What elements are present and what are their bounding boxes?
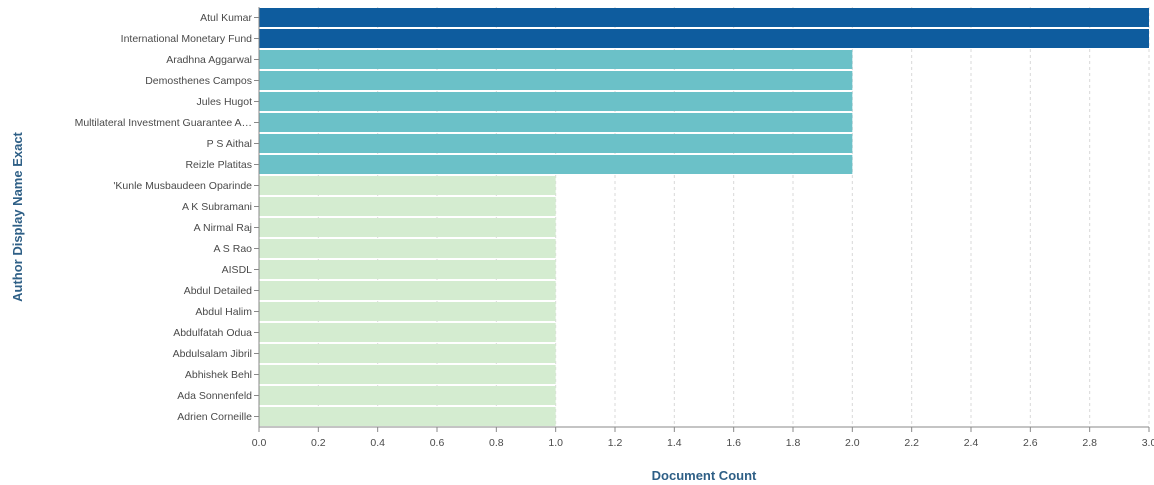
bar[interactable] xyxy=(259,260,556,279)
x-tick-label: 3.0 xyxy=(1142,437,1154,449)
x-tick-label: 2.8 xyxy=(1082,437,1097,449)
bar[interactable] xyxy=(259,281,556,300)
bar[interactable] xyxy=(259,71,853,90)
y-tick-label: 'Kunle Musbaudeen Oparinde xyxy=(113,180,252,192)
y-tick-label: Aradhna Aggarwal xyxy=(166,54,252,66)
bar[interactable] xyxy=(259,323,556,342)
y-tick-label: Adrien Corneille xyxy=(177,411,252,423)
y-tick-label: International Monetary Fund xyxy=(121,33,252,45)
x-tick-label: 0.6 xyxy=(430,437,445,449)
y-tick-label: Reizle Platitas xyxy=(185,159,252,171)
y-tick-label: A Nirmal Raj xyxy=(194,222,252,234)
bar[interactable] xyxy=(259,176,556,195)
x-tick-label: 2.0 xyxy=(845,437,860,449)
x-tick-label: 0.2 xyxy=(311,437,326,449)
x-tick-label: 0.8 xyxy=(489,437,504,449)
y-tick-label: Abdulfatah Odua xyxy=(173,327,252,339)
y-tick-label: Ada Sonnenfeld xyxy=(177,390,252,402)
y-tick-label: Abdul Detailed xyxy=(184,285,252,297)
bar[interactable] xyxy=(259,407,556,426)
bar[interactable] xyxy=(259,365,556,384)
bar[interactable] xyxy=(259,155,853,174)
grid-lines xyxy=(317,7,1150,427)
bar[interactable] xyxy=(259,197,556,216)
bar[interactable] xyxy=(259,344,556,363)
y-tick-label: A K Subramani xyxy=(182,201,252,213)
bar[interactable] xyxy=(259,50,853,69)
y-tick-label: AISDL xyxy=(222,264,253,276)
bar[interactable] xyxy=(259,218,556,237)
x-tick-label: 2.6 xyxy=(1023,437,1038,449)
x-tick-label: 0.4 xyxy=(370,437,385,449)
bar[interactable] xyxy=(259,92,853,111)
bar[interactable] xyxy=(259,8,1149,27)
x-tick-label: 1.6 xyxy=(726,437,741,449)
bar[interactable] xyxy=(259,386,556,405)
axes: 0.0 0.2 0.4 0.6 0.8 1.0 1.2 1.4 1.6 1.8 2.0 2.2 2.4 2… xyxy=(75,7,1154,449)
bar[interactable] xyxy=(259,134,853,153)
y-tick-label: Multilateral Investment Guarantee A… xyxy=(75,117,252,129)
y-tick-label: Demosthenes Campos xyxy=(145,75,252,87)
x-tick-label: 2.4 xyxy=(964,437,979,449)
y-tick-label: Abhishek Behl xyxy=(185,369,252,381)
y-tick-label: A S Rao xyxy=(213,243,252,255)
y-tick-label: Abdulsalam Jibril xyxy=(173,348,252,360)
y-tick-label: Abdul Halim xyxy=(195,306,252,318)
x-tick-label: 1.8 xyxy=(786,437,801,449)
bar[interactable] xyxy=(259,302,556,321)
bars xyxy=(259,8,1149,426)
y-tick-label: P S Aithal xyxy=(207,138,252,150)
y-tick-label: Atul Kumar xyxy=(200,12,252,24)
x-tick-label: 0.0 xyxy=(252,437,267,449)
x-tick-label: 2.2 xyxy=(904,437,919,449)
x-axis-title: Document Count xyxy=(652,468,757,483)
bar[interactable] xyxy=(259,239,556,258)
x-tick-label: 1.0 xyxy=(548,437,563,449)
x-tick-label: 1.4 xyxy=(667,437,682,449)
bar[interactable] xyxy=(259,113,853,132)
y-axis-title: Author Display Name Exact xyxy=(10,131,25,301)
bar[interactable] xyxy=(259,29,1149,48)
x-tick-label: 1.2 xyxy=(608,437,623,449)
y-tick-label: Jules Hugot xyxy=(197,96,253,108)
